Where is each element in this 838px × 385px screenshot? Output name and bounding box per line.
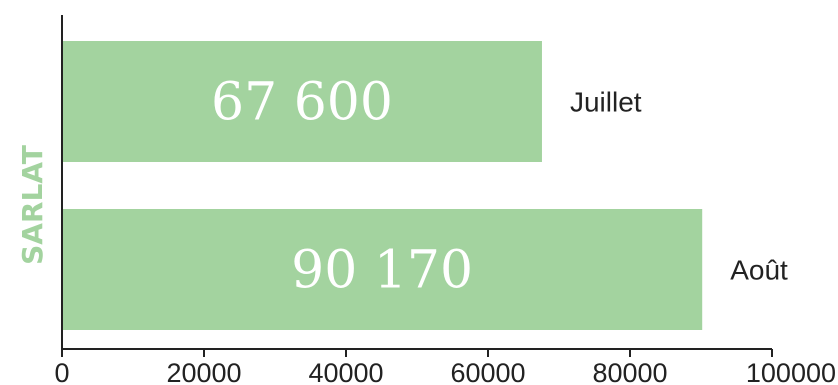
x-tick-label-4: 80000 <box>592 358 667 385</box>
bars-layer: 67 600 Juillet 90 170 Août <box>62 41 788 330</box>
x-tick-label-0: 0 <box>54 358 69 385</box>
bar-value-label-1: 67 600 <box>211 73 393 133</box>
category-label-1: Juillet <box>570 87 642 118</box>
axes-layer <box>61 15 772 350</box>
x-tick-label-2: 40000 <box>308 358 383 385</box>
x-tick-label-3: 60000 <box>450 358 525 385</box>
bar-1 <box>62 41 542 162</box>
bar-2 <box>62 209 703 330</box>
bar-value-label-2: 90 170 <box>291 241 473 301</box>
x-tick-label-1: 20000 <box>166 358 241 385</box>
x-tick-label-5: 100000 <box>746 358 836 385</box>
x-ticks: 0 20000 40000 60000 80000 100000 <box>54 349 836 385</box>
y-axis-label: SARLAT <box>16 145 49 265</box>
category-label-2: Août <box>730 255 788 286</box>
